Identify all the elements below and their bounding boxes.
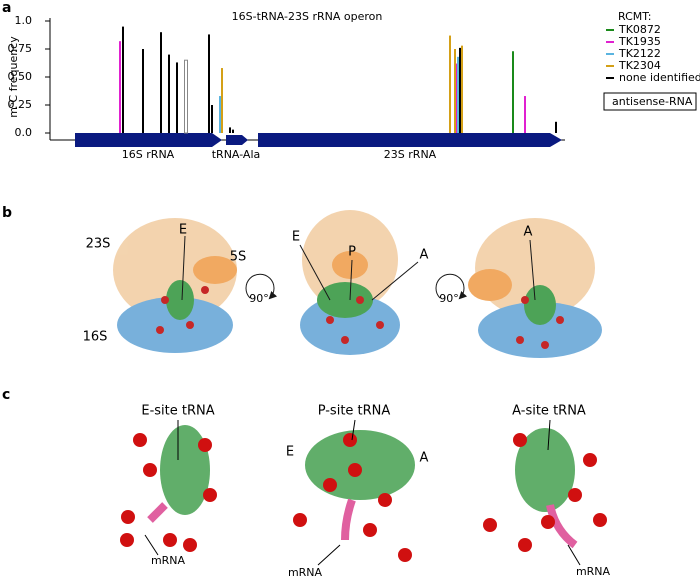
gene-label: tRNA-Ala — [212, 148, 261, 161]
y-tick-label: 1.0 — [15, 14, 33, 27]
site-label: P — [348, 245, 356, 260]
bar — [459, 47, 461, 133]
site-label: E — [179, 223, 187, 238]
bar — [119, 41, 121, 133]
gene-label: 23S rRNA — [384, 148, 437, 161]
chart-title: 16S-tRNA-23S rRNA operon — [232, 10, 383, 23]
trna-label: A-site tRNA — [512, 404, 586, 419]
bar — [184, 59, 188, 134]
panel-label: c — [2, 387, 10, 403]
bar — [211, 105, 213, 133]
rotation-label: 90° — [439, 292, 459, 305]
legend-label: TK1935 — [618, 35, 661, 48]
site-label: A — [524, 225, 533, 240]
legend-label: none identified — [619, 71, 700, 84]
site-label: E — [286, 445, 294, 460]
panel-label: a — [2, 0, 11, 16]
gene-label: 16S rRNA — [122, 148, 175, 161]
y-axis-label: m⁵C frequency — [7, 36, 20, 118]
bar — [176, 62, 178, 133]
bar — [449, 35, 451, 134]
subunit-label: 16S — [83, 330, 108, 345]
bar — [219, 96, 221, 133]
legend-label: antisense-RNA — [612, 95, 693, 108]
trna-structures — [120, 419, 607, 566]
legend-label: TK0872 — [618, 23, 661, 36]
trna-label: E-site tRNA — [141, 404, 214, 419]
legend-label: TK2304 — [618, 59, 661, 72]
bar — [454, 49, 456, 133]
bar — [232, 129, 234, 133]
legend-title: RCMT: — [618, 10, 651, 23]
bar — [457, 56, 459, 134]
bar — [461, 45, 463, 133]
y-tick-label: 0.75 — [8, 42, 33, 55]
bar — [168, 54, 170, 133]
legend-box — [603, 92, 697, 111]
bar — [512, 51, 514, 133]
y-tick-label: 0.50 — [8, 70, 33, 83]
rotation-label: 90° — [249, 292, 269, 305]
bar — [122, 26, 124, 134]
bar — [229, 127, 231, 133]
panel-label: b — [2, 205, 12, 221]
bar — [208, 34, 210, 133]
mrna-label: mRNA — [576, 565, 611, 578]
site-label: E — [292, 230, 300, 245]
mrna-label: mRNA — [151, 554, 186, 567]
legend-label: TK2122 — [618, 47, 661, 60]
bar — [160, 32, 162, 134]
mrna-label: mRNA — [288, 566, 323, 579]
site-label: A — [420, 248, 429, 263]
trna-label: P-site tRNA — [318, 404, 391, 419]
subunit-label: 5S — [230, 250, 247, 265]
y-tick-label: 0.0 — [15, 126, 33, 139]
bar — [221, 68, 223, 133]
subunit-label: 23S — [86, 237, 111, 252]
y-tick-label: 0.25 — [8, 98, 33, 111]
ribosome-structures — [113, 210, 602, 358]
site-label: A — [420, 451, 429, 466]
bar — [524, 96, 526, 133]
bar — [142, 49, 144, 133]
gene-track — [50, 133, 565, 147]
bar — [555, 121, 557, 133]
